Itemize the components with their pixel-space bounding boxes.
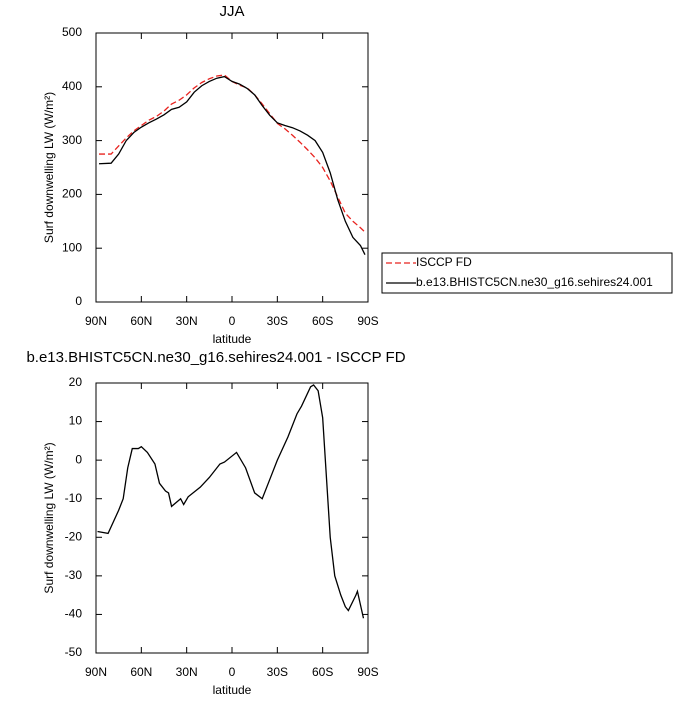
- y-tick-label: -10: [65, 491, 83, 505]
- data-line: [99, 74, 366, 233]
- y-tick-label: 400: [62, 79, 82, 93]
- chart-title: JJA: [219, 3, 244, 20]
- y-tick-label: 500: [62, 25, 82, 39]
- y-tick-label: 0: [75, 452, 82, 466]
- y-tick-label: 20: [69, 375, 83, 389]
- plot-frame: [95, 32, 369, 303]
- y-tick-label: 0: [75, 294, 82, 308]
- x-tick-label: 0: [229, 665, 236, 679]
- x-tick-label: 60S: [312, 314, 333, 328]
- y-tick-label: 10: [69, 414, 83, 428]
- x-tick-label: 30S: [267, 665, 288, 679]
- x-tick-label: 30N: [176, 665, 198, 679]
- data-line: [97, 384, 365, 619]
- legend-label: b.e13.BHISTC5CN.ne30_g16.sehires24.001: [416, 275, 653, 289]
- y-axis-label: Surf downwelling LW (W/m²): [42, 442, 56, 593]
- y-tick-label: -20: [65, 529, 83, 543]
- x-tick-label: 30N: [176, 314, 198, 328]
- x-tick-label: 60N: [130, 314, 152, 328]
- x-tick-label: 60S: [312, 665, 333, 679]
- y-axis-label: Surf downwelling LW (W/m²): [42, 92, 56, 243]
- legend-label: ISCCP FD: [416, 255, 472, 269]
- y-tick-label: 300: [62, 133, 82, 147]
- y-tick-label: -50: [65, 645, 83, 659]
- y-tick-label: -40: [65, 607, 83, 621]
- y-tick-label: 100: [62, 240, 82, 254]
- x-tick-label: 90N: [85, 314, 107, 328]
- x-axis-label: latitude: [213, 332, 252, 346]
- legend-box: [381, 252, 673, 294]
- x-tick-label: 30S: [267, 314, 288, 328]
- plot-frame: [95, 382, 369, 654]
- chart-title: b.e13.BHISTC5CN.ne30_g16.sehires24.001 -…: [26, 349, 405, 366]
- x-tick-label: 90N: [85, 665, 107, 679]
- y-tick-label: -30: [65, 568, 83, 582]
- x-tick-label: 0: [229, 314, 236, 328]
- x-tick-label: 90S: [357, 665, 378, 679]
- x-axis-label: latitude: [213, 683, 252, 697]
- x-tick-label: 90S: [357, 314, 378, 328]
- y-tick-label: 200: [62, 187, 82, 201]
- x-tick-label: 60N: [130, 665, 152, 679]
- data-line: [98, 75, 366, 255]
